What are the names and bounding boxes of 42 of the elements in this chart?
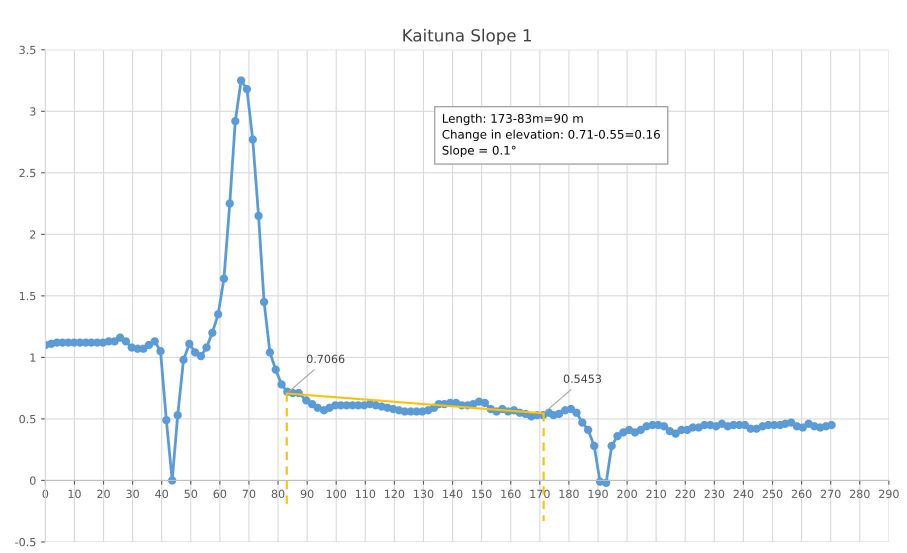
x-tick-label: 290 [879,490,899,498]
x-tick-label: 100 [326,490,346,498]
annotation: 0.7066 [306,354,344,364]
annotation: 0.5453 [564,374,602,383]
x-tick-label: 30 [126,490,139,498]
x-tick-label: 10 [68,490,81,498]
x-tick-label: 190 [588,490,608,498]
x-tick-label: 50 [184,490,198,498]
y-tick-label: 0.5 [19,414,36,424]
y-tick-label: 1 [30,353,36,362]
y-tick-label: 3 [30,107,36,116]
x-tick-label: 210 [646,490,666,498]
x-tick-label: 220 [675,490,696,498]
annotation: Length: 173-83m=90 m Change in elevation: 0.71-0.55=0.16 Slope = 0.1° [442,114,660,157]
x-tick-label: 180 [560,490,579,498]
x-tick-label: 110 [356,490,376,498]
x-tick-label: 90 [300,490,314,498]
x-tick-label: 70 [242,490,256,498]
x-tick-label: 240 [734,490,754,498]
x-tick-label: 280 [850,490,870,498]
x-tick-label: 130 [414,490,434,498]
x-tick-label: 200 [617,490,637,498]
y-tick-label: 1.5 [20,292,36,300]
x-tick-label: 60 [214,490,226,498]
y-tick-label: 2 [30,230,36,239]
x-tick-label: 160 [501,490,521,498]
y-tick-label: 0 [30,476,36,485]
x-tick-label: 260 [792,490,812,498]
y-tick-label: 3.5 [20,46,36,54]
y-tick-label: 2.5 [19,168,36,178]
x-tick-label: 170 [530,490,550,498]
chart-title: Kaituna Slope 1 [403,28,531,45]
x-tick-label: 270 [820,490,841,498]
x-tick-label: 20 [97,490,110,498]
x-tick-label: 120 [385,490,404,498]
y-tick-label: -0.5 [15,538,36,546]
x-tick-label: 230 [704,490,724,498]
x-tick-label: 150 [472,490,492,498]
x-tick-label: 80 [272,490,284,498]
x-tick-label: 250 [762,490,782,498]
x-tick-label: 140 [443,490,462,498]
x-tick-label: 40 [155,490,168,498]
